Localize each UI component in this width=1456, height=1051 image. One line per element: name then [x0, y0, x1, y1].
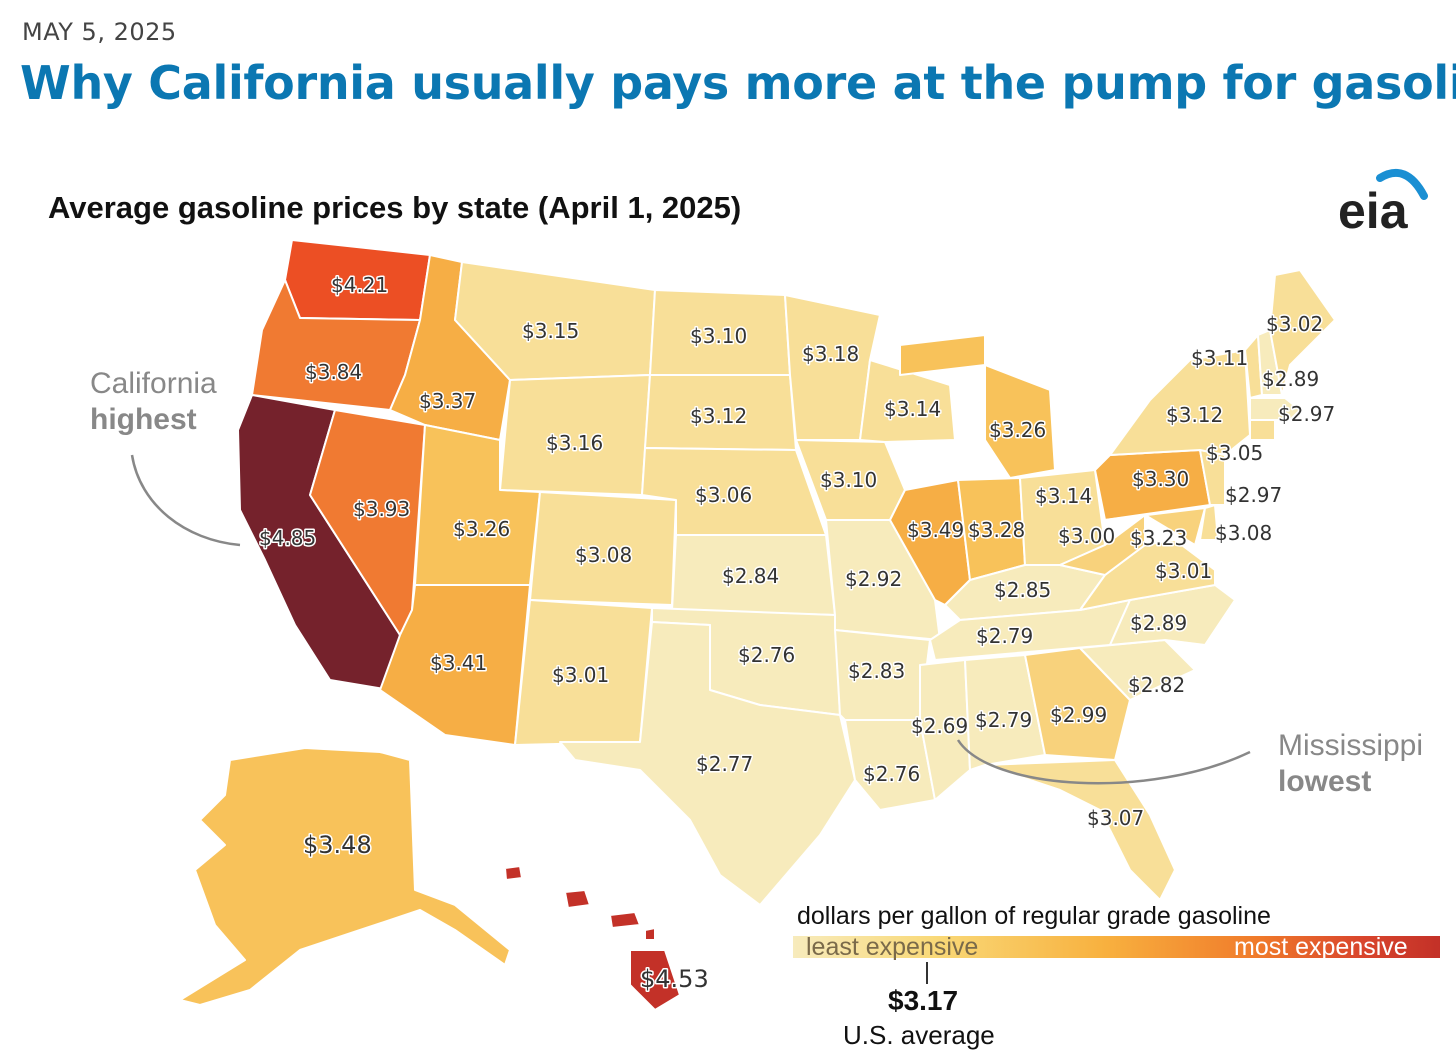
state-TX[interactable] [559, 621, 856, 906]
california-leader-line [130, 454, 241, 547]
state-AK[interactable] [179, 747, 511, 1006]
legend-least-label: least expensive [806, 933, 979, 961]
price-CT: $3.05 [1206, 441, 1263, 465]
price-WV: $3.00 [1058, 524, 1115, 548]
price-OH: $3.14 [1035, 484, 1092, 508]
state-MD[interactable] [1104, 507, 1206, 546]
price-WI: $3.14 [884, 397, 941, 421]
state-AZ[interactable] [379, 584, 531, 746]
price-AR: $2.83 [848, 659, 905, 683]
california-callout-state: California [90, 367, 217, 400]
price-KY: $2.85 [994, 578, 1051, 602]
state-MS[interactable] [919, 659, 971, 801]
mississippi-leader-line [956, 739, 1251, 785]
price-WA: $4.21 [331, 273, 388, 297]
price-MO: $2.92 [845, 567, 902, 591]
state-GA[interactable] [1024, 647, 1131, 761]
price-OK: $2.76 [738, 643, 795, 667]
price-NY: $3.12 [1166, 403, 1223, 427]
price-NJ: $2.97 [1225, 483, 1282, 507]
state-MA[interactable] [1249, 397, 1301, 421]
legend-most-label: most expensive [1234, 933, 1408, 961]
publish-date: MAY 5, 2025 [22, 18, 177, 46]
price-UT: $3.26 [453, 517, 510, 541]
price-MS: $2.69 [911, 714, 968, 738]
price-TX: $2.77 [696, 752, 753, 776]
price-NM: $3.01 [552, 663, 609, 687]
map-title: Average gasoline prices by state (April … [48, 190, 742, 225]
price-IA: $3.10 [820, 468, 877, 492]
price-WY: $3.16 [546, 431, 603, 455]
price-ME: $3.02 [1266, 312, 1323, 336]
price-SC: $2.82 [1128, 673, 1185, 697]
price-ND: $3.10 [690, 324, 747, 348]
us-average-value: $3.17 [888, 985, 959, 1016]
price-ID: $3.37 [419, 389, 476, 413]
legend-color-scale [793, 936, 1440, 958]
price-TN: $2.79 [976, 624, 1033, 648]
state-HI[interactable] [504, 865, 681, 1011]
price-KS: $2.84 [722, 564, 779, 588]
price-SD: $3.12 [690, 404, 747, 428]
eia-logo: eia [1326, 160, 1456, 240]
price-DE: $3.08 [1215, 521, 1272, 545]
logo-swoosh-icon [1376, 169, 1428, 200]
price-CO: $3.08 [575, 543, 632, 567]
price-VT: $3.11 [1191, 346, 1248, 370]
price-MA: $2.97 [1278, 402, 1335, 426]
state-ME[interactable] [1269, 269, 1336, 396]
state-LA[interactable] [844, 719, 936, 811]
price-AZ: $3.41 [430, 651, 487, 675]
price-NV: $3.93 [353, 497, 410, 521]
state-WV[interactable] [1059, 514, 1146, 576]
price-FL: $3.07 [1087, 806, 1144, 830]
price-CA: $4.85 [259, 526, 316, 550]
price-NE: $3.06 [695, 483, 752, 507]
us-average-tick [926, 962, 928, 984]
price-MI: $3.26 [989, 418, 1046, 442]
state-NY[interactable] [1109, 349, 1251, 456]
price-GA: $2.99 [1050, 703, 1107, 727]
legend-title: dollars per gallon of regular grade gaso… [797, 902, 1271, 930]
us-average-label: U.S. average [843, 1020, 995, 1050]
price-MT: $3.15 [522, 319, 579, 343]
price-AL: $2.79 [975, 708, 1032, 732]
price-PA: $3.30 [1132, 467, 1189, 491]
price-IN: $3.28 [968, 518, 1025, 542]
state-CT[interactable] [1249, 419, 1276, 441]
price-OR: $3.84 [305, 360, 362, 384]
price-MN: $3.18 [802, 342, 859, 366]
mississippi-callout: Mississippi lowest [1278, 728, 1423, 800]
state-WI[interactable] [859, 359, 956, 443]
state-FL[interactable] [984, 759, 1176, 901]
logo-text: eia [1338, 183, 1408, 239]
headline: Why California usually pays more at the … [20, 56, 1456, 110]
price-AK: $3.48 [303, 831, 372, 859]
mississippi-callout-label: lowest [1278, 765, 1372, 798]
price-MD: $3.23 [1130, 526, 1187, 550]
price-IL: $3.49 [907, 518, 964, 542]
price-VA: $3.01 [1155, 559, 1212, 583]
price-NH: $2.89 [1262, 367, 1319, 391]
california-callout-label: highest [90, 403, 197, 436]
california-callout: California highest [90, 366, 217, 438]
price-NC: $2.89 [1130, 611, 1187, 635]
price-LA: $2.76 [863, 762, 920, 786]
state-MI[interactable] [899, 334, 1056, 479]
mississippi-callout-state: Mississippi [1278, 729, 1424, 762]
price-HI: $4.53 [640, 965, 709, 993]
